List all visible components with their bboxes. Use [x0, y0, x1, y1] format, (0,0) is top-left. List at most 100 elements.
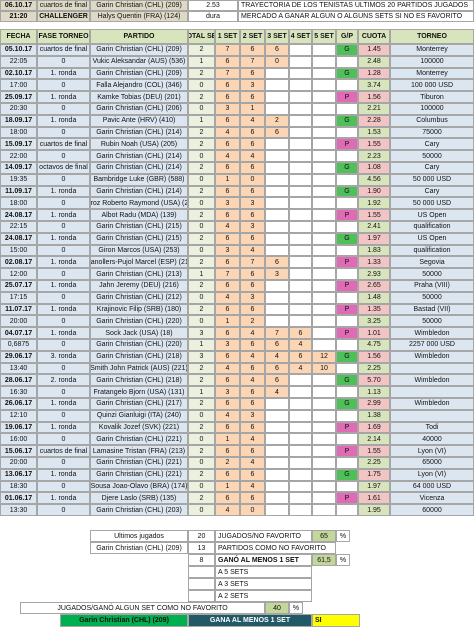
- tournament: 40000: [390, 433, 474, 446]
- match: Albot Radu (MDA) (139): [90, 209, 188, 221]
- match-phase: cuartos de final: [37, 0, 90, 11]
- set-score: [289, 162, 312, 174]
- set-score: 6: [215, 185, 240, 198]
- match: Djere Laslo (SRB) (135): [90, 492, 188, 505]
- tournament: 2257 000 USD: [390, 339, 474, 351]
- set-score: 0: [265, 55, 289, 68]
- tournament: Wimbledon: [390, 350, 474, 363]
- set-score: [312, 492, 336, 505]
- set-score: [265, 492, 289, 505]
- set-score: [289, 126, 312, 139]
- date: 19:35: [0, 173, 37, 186]
- tournament: 50000: [390, 268, 474, 280]
- set-score: [289, 398, 312, 410]
- set-score: [312, 327, 336, 339]
- result: G: [336, 67, 358, 80]
- total-sets: 0: [188, 221, 215, 233]
- date: 14.09.17: [0, 162, 37, 174]
- phase: 1. ronda: [37, 232, 90, 245]
- set-score: 4: [215, 504, 240, 516]
- match: Garin Christian (CHL) (215): [90, 232, 188, 245]
- tournament: [390, 362, 474, 375]
- match: Kovalik Jozef (SVK) (221): [90, 421, 188, 434]
- set-score: [289, 445, 312, 457]
- empty-cell: [188, 566, 215, 578]
- set-score: [312, 386, 336, 398]
- odds: 1.97: [358, 232, 390, 245]
- date: 20:00: [0, 315, 37, 328]
- summary-label: JUGADOS/NO FAVORITO: [215, 530, 312, 542]
- set-score: [289, 421, 312, 434]
- match: Garin Christian (CHL) (209): [90, 67, 188, 80]
- set-score: [289, 209, 312, 221]
- set-score: [265, 138, 289, 151]
- set-score: 7: [240, 55, 265, 68]
- set-score: [265, 150, 289, 162]
- tournament: Bastad (VII): [390, 303, 474, 316]
- set-score: [265, 244, 289, 257]
- phase: 0: [37, 221, 90, 233]
- set-score: [289, 91, 312, 103]
- set-score: 6: [215, 55, 240, 68]
- date: 22:00: [0, 150, 37, 162]
- result: P: [336, 327, 358, 339]
- match: Granollers-Pujol Marcel (ESP) (217): [90, 256, 188, 269]
- result: P: [336, 138, 358, 151]
- match-category: CHALLENGER: [37, 11, 90, 22]
- set-score: [289, 386, 312, 398]
- match: Garin Christian (CHL) (220): [90, 339, 188, 351]
- date: 22:15: [0, 221, 37, 233]
- set-score: 4: [240, 433, 265, 446]
- set-score: 6: [215, 79, 240, 92]
- date: 13.06.17: [0, 468, 37, 481]
- set-score: 3: [215, 339, 240, 351]
- set-score: 6: [240, 445, 265, 457]
- set-score: 6: [265, 339, 289, 351]
- match-surface: dura: [188, 11, 238, 22]
- phase: 0: [37, 362, 90, 375]
- result: P: [336, 280, 358, 292]
- summary-value: 65: [312, 530, 336, 542]
- result: G: [336, 114, 358, 127]
- tournament: Lyon (VI): [390, 468, 474, 481]
- total-sets: 2: [188, 362, 215, 375]
- tournament: qualification: [390, 221, 474, 233]
- set-score: 1: [215, 315, 240, 328]
- result: [336, 55, 358, 68]
- result: P: [336, 209, 358, 221]
- set-score: [289, 103, 312, 115]
- set-score: 6: [215, 209, 240, 221]
- total-sets: 2: [188, 138, 215, 151]
- result: [336, 409, 358, 422]
- tournament: Lyon (VI): [390, 445, 474, 457]
- date: 17:15: [0, 291, 37, 304]
- match: Garin Christian (CHL) (215): [90, 221, 188, 233]
- set-score: 4: [215, 409, 240, 422]
- set-score: [312, 221, 336, 233]
- tournament: 50 000 USD: [390, 197, 474, 210]
- set-score: 4: [240, 150, 265, 162]
- total-sets: 3: [188, 350, 215, 363]
- tournament: Todi: [390, 421, 474, 434]
- result: P: [336, 492, 358, 505]
- total-sets: 1: [188, 268, 215, 280]
- set-score: [289, 256, 312, 269]
- phase: 1. ronda: [37, 468, 90, 481]
- match: Garin Christian (CHL) (212): [90, 291, 188, 304]
- match: Pavic Ante (HRV) (410): [90, 114, 188, 127]
- set-score: [312, 185, 336, 198]
- odds: 3.25: [358, 315, 390, 328]
- match: Garin Christian (CHL) (221): [90, 433, 188, 446]
- result: P: [336, 445, 358, 457]
- match: Falla Alejandro (COL) (346): [90, 79, 188, 92]
- summary-label: A 5 SETS: [215, 566, 312, 578]
- set-score: [289, 291, 312, 304]
- tournament: Tiburon: [390, 91, 474, 103]
- odds: 1.48: [358, 291, 390, 304]
- set-score: 3: [240, 291, 265, 304]
- set-score: [289, 504, 312, 516]
- date: 20:00: [0, 457, 37, 469]
- column-header: TOTAL SET: [188, 29, 215, 44]
- date: 28.06.17: [0, 374, 37, 387]
